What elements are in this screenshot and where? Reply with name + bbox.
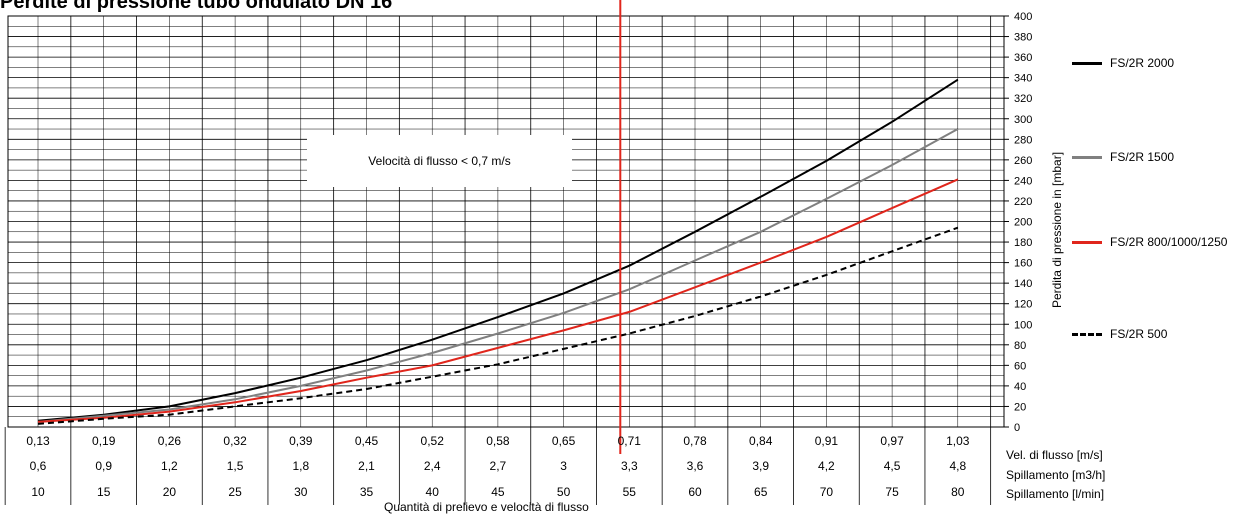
y-tick-label: 180 xyxy=(1014,237,1032,249)
y-tick-label: 300 xyxy=(1014,114,1032,126)
y-tick-label: 200 xyxy=(1014,217,1032,229)
x-tick-label: 4,5 xyxy=(884,459,901,473)
x-tick-label: 45 xyxy=(491,485,505,499)
x-tick-label: 15 xyxy=(97,485,111,499)
legend-swatch xyxy=(1072,61,1102,65)
legend-swatch xyxy=(1072,332,1102,336)
y-tick-label: 320 xyxy=(1014,93,1032,105)
x-tick-label: 0,13 xyxy=(26,434,50,448)
x-tick-label: 3,3 xyxy=(621,459,638,473)
x-tick-label: 0,78 xyxy=(683,434,707,448)
legend-label: FS/2R 1500 xyxy=(1110,150,1175,164)
x-tick-label: 1,2 xyxy=(161,459,178,473)
x-tick-label: 0,39 xyxy=(289,434,313,448)
x-tick-label: 75 xyxy=(885,485,899,499)
x-tick-label: 30 xyxy=(294,485,308,499)
x-tick-label: 3,6 xyxy=(687,459,704,473)
y-tick-label: 20 xyxy=(1014,401,1026,413)
x-row-label-lmin: Spillamento [l/min] xyxy=(1006,487,1105,501)
legend-swatch xyxy=(1072,240,1102,244)
legend-swatch xyxy=(1072,155,1102,159)
y-tick-label: 280 xyxy=(1014,134,1032,146)
x-tick-label: 0,32 xyxy=(223,434,247,448)
x-tick-label: 20 xyxy=(163,485,177,499)
legend-item: FS/2R 2000 xyxy=(1072,56,1174,70)
x-row-label-velocity: Vel. di flusso [m/s] xyxy=(1006,448,1103,462)
y-tick-label: 40 xyxy=(1014,381,1026,393)
x-tick-label: 0,97 xyxy=(880,434,904,448)
x-tick-label: 0,71 xyxy=(618,434,642,448)
x-tick-label: 2,7 xyxy=(490,459,507,473)
x-tick-label: 1,03 xyxy=(946,434,970,448)
x-tick-label: 10 xyxy=(31,485,45,499)
x-tick-label: 0,45 xyxy=(355,434,379,448)
x-tick-label: 0,91 xyxy=(815,434,839,448)
flow-speed-annotation: Velocità di flusso < 0,7 m/s xyxy=(307,135,572,187)
legend-label: FS/2R 2000 xyxy=(1110,56,1175,70)
x-tick-label: 3 xyxy=(560,459,567,473)
x-axis-table: 0,13 0,19 0,26 0,32 0,39 0,45 0,52 0,58 0,65 0,71… xyxy=(4,427,992,505)
y-tick-label: 340 xyxy=(1014,73,1032,85)
series-line xyxy=(37,128,959,423)
x-tick-label: 55 xyxy=(623,485,637,499)
annotation-text: Velocità di flusso < 0,7 m/s xyxy=(368,154,511,168)
x-tick-label: 70 xyxy=(820,485,834,499)
chart-title: Perdite di pressione tubo ondulato DN 16 xyxy=(0,0,393,13)
y-tick-label: 360 xyxy=(1014,52,1032,64)
x-tick-label: 2,4 xyxy=(424,459,441,473)
x-tick-label: 35 xyxy=(360,485,374,499)
x-tick-label: 0,9 xyxy=(95,459,112,473)
y-tick-label: 0 xyxy=(1014,422,1020,434)
y-tick-label: 240 xyxy=(1014,175,1032,187)
x-tick-label: 25 xyxy=(228,485,242,499)
chart-legend: FS/2R 2000 FS/2R 1500 FS/2R 800/1000/125… xyxy=(1072,0,1241,420)
y-tick-label: 100 xyxy=(1014,319,1032,331)
x-tick-label: 3,9 xyxy=(752,459,769,473)
legend-label: FS/2R 500 xyxy=(1110,327,1168,341)
x-axis-grid xyxy=(37,16,992,427)
x-tick-label: 0,6 xyxy=(30,459,47,473)
y-tick-label: 220 xyxy=(1014,196,1032,208)
x-tick-label: 80 xyxy=(951,485,965,499)
chart-series xyxy=(37,78,959,425)
series-line xyxy=(37,226,959,425)
x-row-label-m3h: Spillamento [m3/h] xyxy=(1006,468,1106,482)
x-tick-label: 0,26 xyxy=(158,434,182,448)
series-line xyxy=(37,78,959,422)
x-tick-label: 2,1 xyxy=(358,459,375,473)
y-tick-label: 140 xyxy=(1014,278,1032,290)
x-tick-label: 60 xyxy=(688,485,702,499)
legend-item: FS/2R 1500 xyxy=(1072,150,1174,164)
chart-grid xyxy=(7,15,1005,428)
x-axis-label: Quantità di prelievo e velocità di fluss… xyxy=(384,500,589,514)
x-tick-label: 0,58 xyxy=(486,434,510,448)
y-tick-label: 260 xyxy=(1014,155,1032,167)
x-tick-label: 1,5 xyxy=(227,459,244,473)
x-tick-label: 40 xyxy=(426,485,440,499)
y-tick-label: 160 xyxy=(1014,258,1032,270)
x-tick-label: 4,2 xyxy=(818,459,835,473)
y-tick-label: 400 xyxy=(1014,11,1032,23)
y-axis-label: Perdita di pressione in [mbar] xyxy=(1050,151,1064,309)
x-tick-label: 50 xyxy=(557,485,571,499)
x-tick-label: 0,19 xyxy=(92,434,116,448)
legend-label: FS/2R 800/1000/1250 xyxy=(1110,235,1228,249)
x-tick-label: 1,8 xyxy=(292,459,309,473)
y-tick-label: 380 xyxy=(1014,32,1032,44)
x-tick-label: 65 xyxy=(754,485,768,499)
y-tick-label: 60 xyxy=(1014,360,1026,372)
legend-item: FS/2R 800/1000/1250 xyxy=(1072,235,1227,249)
x-tick-label: 0,52 xyxy=(421,434,445,448)
series-line xyxy=(37,178,959,423)
y-tick-label: 120 xyxy=(1014,299,1032,311)
x-tick-label: 4,8 xyxy=(949,459,966,473)
legend-item: FS/2R 500 xyxy=(1072,327,1167,341)
y-tick-label: 80 xyxy=(1014,340,1026,352)
x-tick-label: 0,65 xyxy=(552,434,576,448)
y-axis: 0 20 40 60 80 100 120 140 160 180 200 220 240 260 280 3… xyxy=(1003,11,1032,434)
x-tick-label: 0,84 xyxy=(749,434,773,448)
